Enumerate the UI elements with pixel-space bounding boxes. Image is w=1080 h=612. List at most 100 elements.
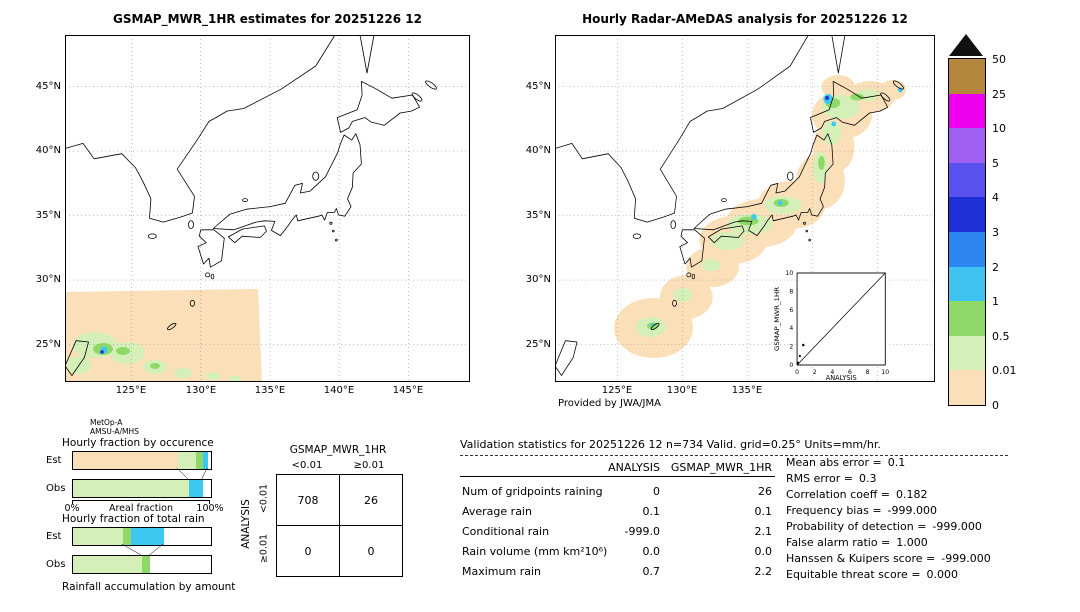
colorbar-tick: 0.01	[992, 364, 1017, 378]
lon-label: 130°E	[185, 385, 217, 396]
lat-label: 35°N	[525, 210, 551, 221]
validation-row-name: Maximum rain	[462, 565, 541, 578]
lon-label: 125°E	[601, 385, 633, 396]
validation-gsmap-value: 0.0	[754, 545, 773, 558]
total-rain-obs-bar	[72, 555, 212, 574]
score-line: RMS error = 0.3	[786, 472, 877, 485]
axis-title: Areal fraction	[108, 503, 173, 514]
validation-analysis-value: 0.1	[642, 505, 661, 518]
total-rain-est-bar	[72, 527, 212, 546]
validation-gsmap-value: 2.2	[754, 565, 773, 578]
score-line: Hanssen & Kuipers score = -999.000	[786, 552, 991, 565]
validation-col-header: GSMAP_MWR_1HR	[670, 461, 772, 474]
contingency-row-header: ANALYSIS	[240, 499, 252, 549]
lat-label: 30°N	[35, 274, 61, 285]
row-label-est: Est	[46, 455, 62, 466]
axis-tick	[72, 500, 73, 504]
axis-max-label: 100%	[196, 503, 224, 514]
validation-analysis-value: 0.0	[642, 545, 661, 558]
svg-text:4: 4	[830, 369, 834, 376]
validation-analysis-value: -999.0	[624, 525, 660, 538]
svg-text:4: 4	[789, 325, 793, 332]
validation-gsmap-value: 2.1	[754, 525, 773, 538]
colorbar-tick: 3	[992, 226, 999, 239]
contingency-row-label: ≥0.01	[258, 533, 270, 564]
right-map-title: Hourly Radar-AMeDAS analysis for 2025122…	[582, 12, 908, 26]
row-label-est: Est	[46, 531, 62, 542]
contingency-cell: 0	[277, 526, 339, 576]
score-line: Frequency bias = -999.000	[786, 504, 938, 517]
svg-text:10: 10	[786, 270, 794, 277]
colorbar-tick: 2	[992, 260, 999, 274]
colorbar-overflow-triangle	[949, 34, 983, 56]
contingency-table: 708 26 0 0	[276, 474, 403, 577]
svg-text:8: 8	[866, 369, 870, 376]
lat-label: 40°N	[525, 145, 551, 156]
colorbar-tick: 10	[992, 122, 1006, 136]
total-rain-chart-title: Hourly fraction of total rain	[62, 513, 205, 525]
satellite-swath-precipitation	[65, 289, 262, 382]
occurrence-connectors	[176, 468, 208, 479]
radar-precipitation-band	[614, 75, 906, 358]
lon-label: 130°E	[666, 385, 698, 396]
inset-y-label: GSMAP_MWR_1HR	[773, 287, 781, 351]
contingency-col-label: ≥0.01	[353, 460, 385, 471]
contingency-cell: 0	[340, 526, 402, 576]
areal-fraction-axis	[72, 500, 210, 501]
validation-row-name: Average rain	[462, 505, 532, 518]
colorbar-tick: 0	[992, 399, 999, 412]
colorbar-tick: 1	[992, 295, 999, 309]
validation-row-name: Rain volume (mm km²10⁶)	[462, 545, 608, 558]
svg-text:6: 6	[789, 307, 793, 314]
axis-min-label: 0%	[64, 503, 80, 514]
data-credit: Provided by JWA/JMA	[558, 398, 661, 409]
score-line: False alarm ratio = 1.000	[786, 536, 928, 549]
lat-label: 30°N	[525, 274, 551, 285]
lat-label: 25°N	[525, 339, 551, 350]
contingency-cell: 26	[340, 475, 402, 525]
total-rain-connectors	[121, 544, 164, 555]
validation-analysis-value: 0	[653, 485, 660, 498]
validation-analysis-value: 0.7	[642, 565, 661, 578]
colorbar-tick: 0.5	[992, 329, 1010, 343]
occurrence-obs-bar	[72, 479, 212, 498]
svg-text:2: 2	[813, 369, 817, 376]
divider-solid	[460, 476, 775, 477]
occurrence-chart-title: Hourly fraction by occurence	[62, 437, 214, 449]
axis-tick	[209, 500, 210, 504]
svg-text:0: 0	[795, 369, 799, 376]
validation-title: Validation statistics for 20251226 12 n=…	[460, 438, 881, 451]
left-map-title: GSMAP_MWR_1HR estimates for 20251226 12	[113, 12, 422, 26]
inset-x-label: ANALYSIS	[826, 374, 857, 382]
score-line: Equitable threat score = 0.000	[786, 568, 958, 581]
lon-label: 135°E	[731, 385, 763, 396]
colorbar	[948, 58, 986, 406]
svg-text:0: 0	[789, 362, 793, 369]
colorbar-tick: 50	[992, 53, 1006, 66]
lat-label: 45°N	[525, 81, 551, 92]
contingency-title: GSMAP_MWR_1HR	[289, 444, 387, 456]
validation-scatter-inset: 0 2 4 6 8 10 0 2 4 6 8 10 GSMAP_MWR_1HR …	[773, 270, 889, 382]
lon-label: 140°E	[323, 385, 355, 396]
svg-text:10: 10	[881, 369, 889, 376]
validation-gsmap-value: 0.1	[754, 505, 773, 518]
contingency-col-label: <0.01	[291, 460, 323, 471]
divider-dashed	[460, 455, 1008, 456]
score-line: Probability of detection = -999.000	[786, 520, 982, 533]
svg-text:8: 8	[789, 288, 793, 295]
lon-label: 125°E	[115, 385, 147, 396]
validation-col-header: ANALYSIS	[608, 461, 660, 474]
sensor-footnote: MetOp-A AMSU-A/MHS	[90, 418, 139, 436]
score-line: Correlation coeff = 0.182	[786, 488, 928, 501]
validation-row-name: Num of gridpoints raining	[462, 485, 603, 498]
lat-label: 45°N	[35, 81, 61, 92]
validation-row-name: Conditional rain	[462, 525, 550, 538]
contingency-cell: 708	[277, 475, 339, 525]
colorbar-tick: 5	[992, 156, 999, 170]
svg-text:6: 6	[848, 369, 852, 376]
occurrence-est-bar	[72, 451, 212, 470]
score-line: Mean abs error = 0.1	[786, 456, 906, 469]
lon-label: 135°E	[254, 385, 286, 396]
lat-label: 40°N	[35, 145, 61, 156]
